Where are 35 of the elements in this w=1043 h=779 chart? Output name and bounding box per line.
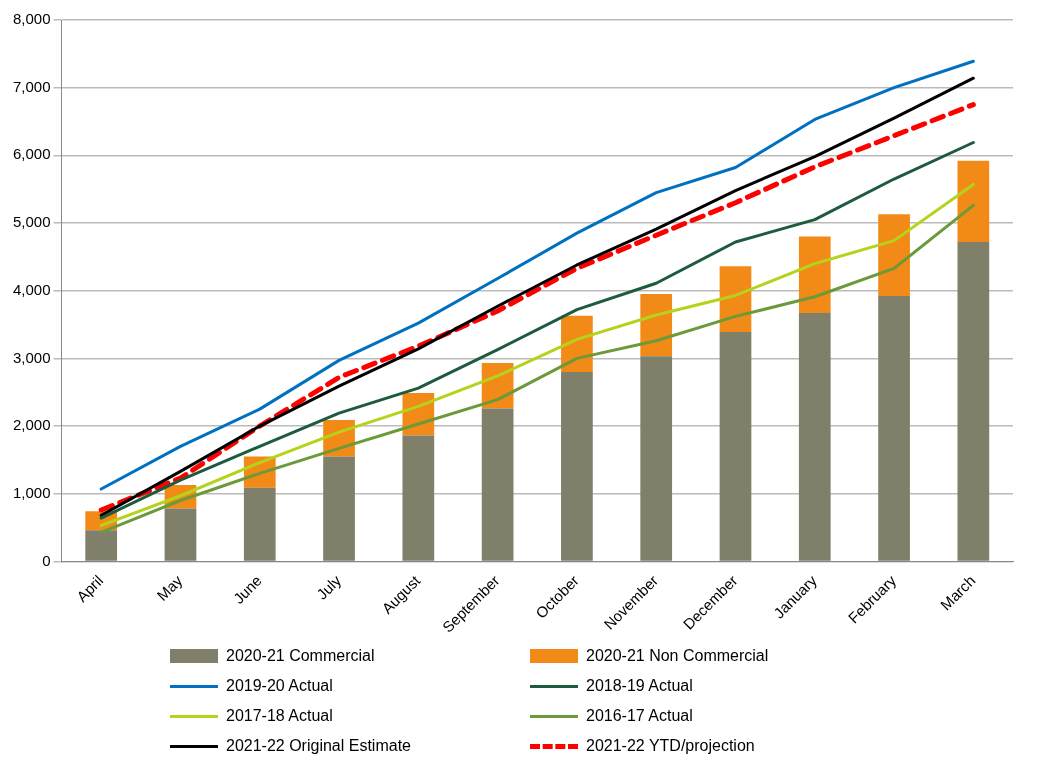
y-tick-label: 6,000 [12,145,51,163]
legend-label: 2020-21 Non Commercial [586,647,769,665]
bar [719,331,752,561]
y-tick-label: 4,000 [12,280,51,298]
bar [640,356,673,561]
bar [798,313,831,561]
bar [164,508,197,561]
legend-label: 2021-22 YTD/projection [586,737,755,755]
bar [402,435,435,561]
y-tick-label: 1,000 [12,483,51,501]
bar [243,487,276,561]
bar [481,408,514,561]
y-tick-label: 0 [42,551,51,569]
y-tick-label: 2,000 [12,416,51,434]
bar [957,241,990,561]
bar [957,160,990,242]
bar [798,236,831,314]
bar [323,456,355,561]
bar [878,296,910,561]
x-tick-label: July [313,571,345,603]
legend-label: 2021-22 Original Estimate [226,737,411,755]
legend-label: 2017-18 Actual [226,707,333,725]
legend-label: 2016-17 Actual [586,707,693,725]
bar [878,214,910,297]
bar [561,371,593,561]
legend-label: 2019-20 Actual [226,677,333,695]
bar [640,294,673,357]
legend-label: 2018-19 Actual [586,677,693,695]
y-tick-label: 8,000 [12,10,51,28]
y-tick-label: 3,000 [12,348,51,366]
bar [85,530,118,561]
y-tick-label: 5,000 [12,213,51,231]
x-tick-label: May [153,571,186,604]
legend-label: 2020-21 Commercial [226,647,375,665]
y-tick-label: 7,000 [12,77,51,95]
